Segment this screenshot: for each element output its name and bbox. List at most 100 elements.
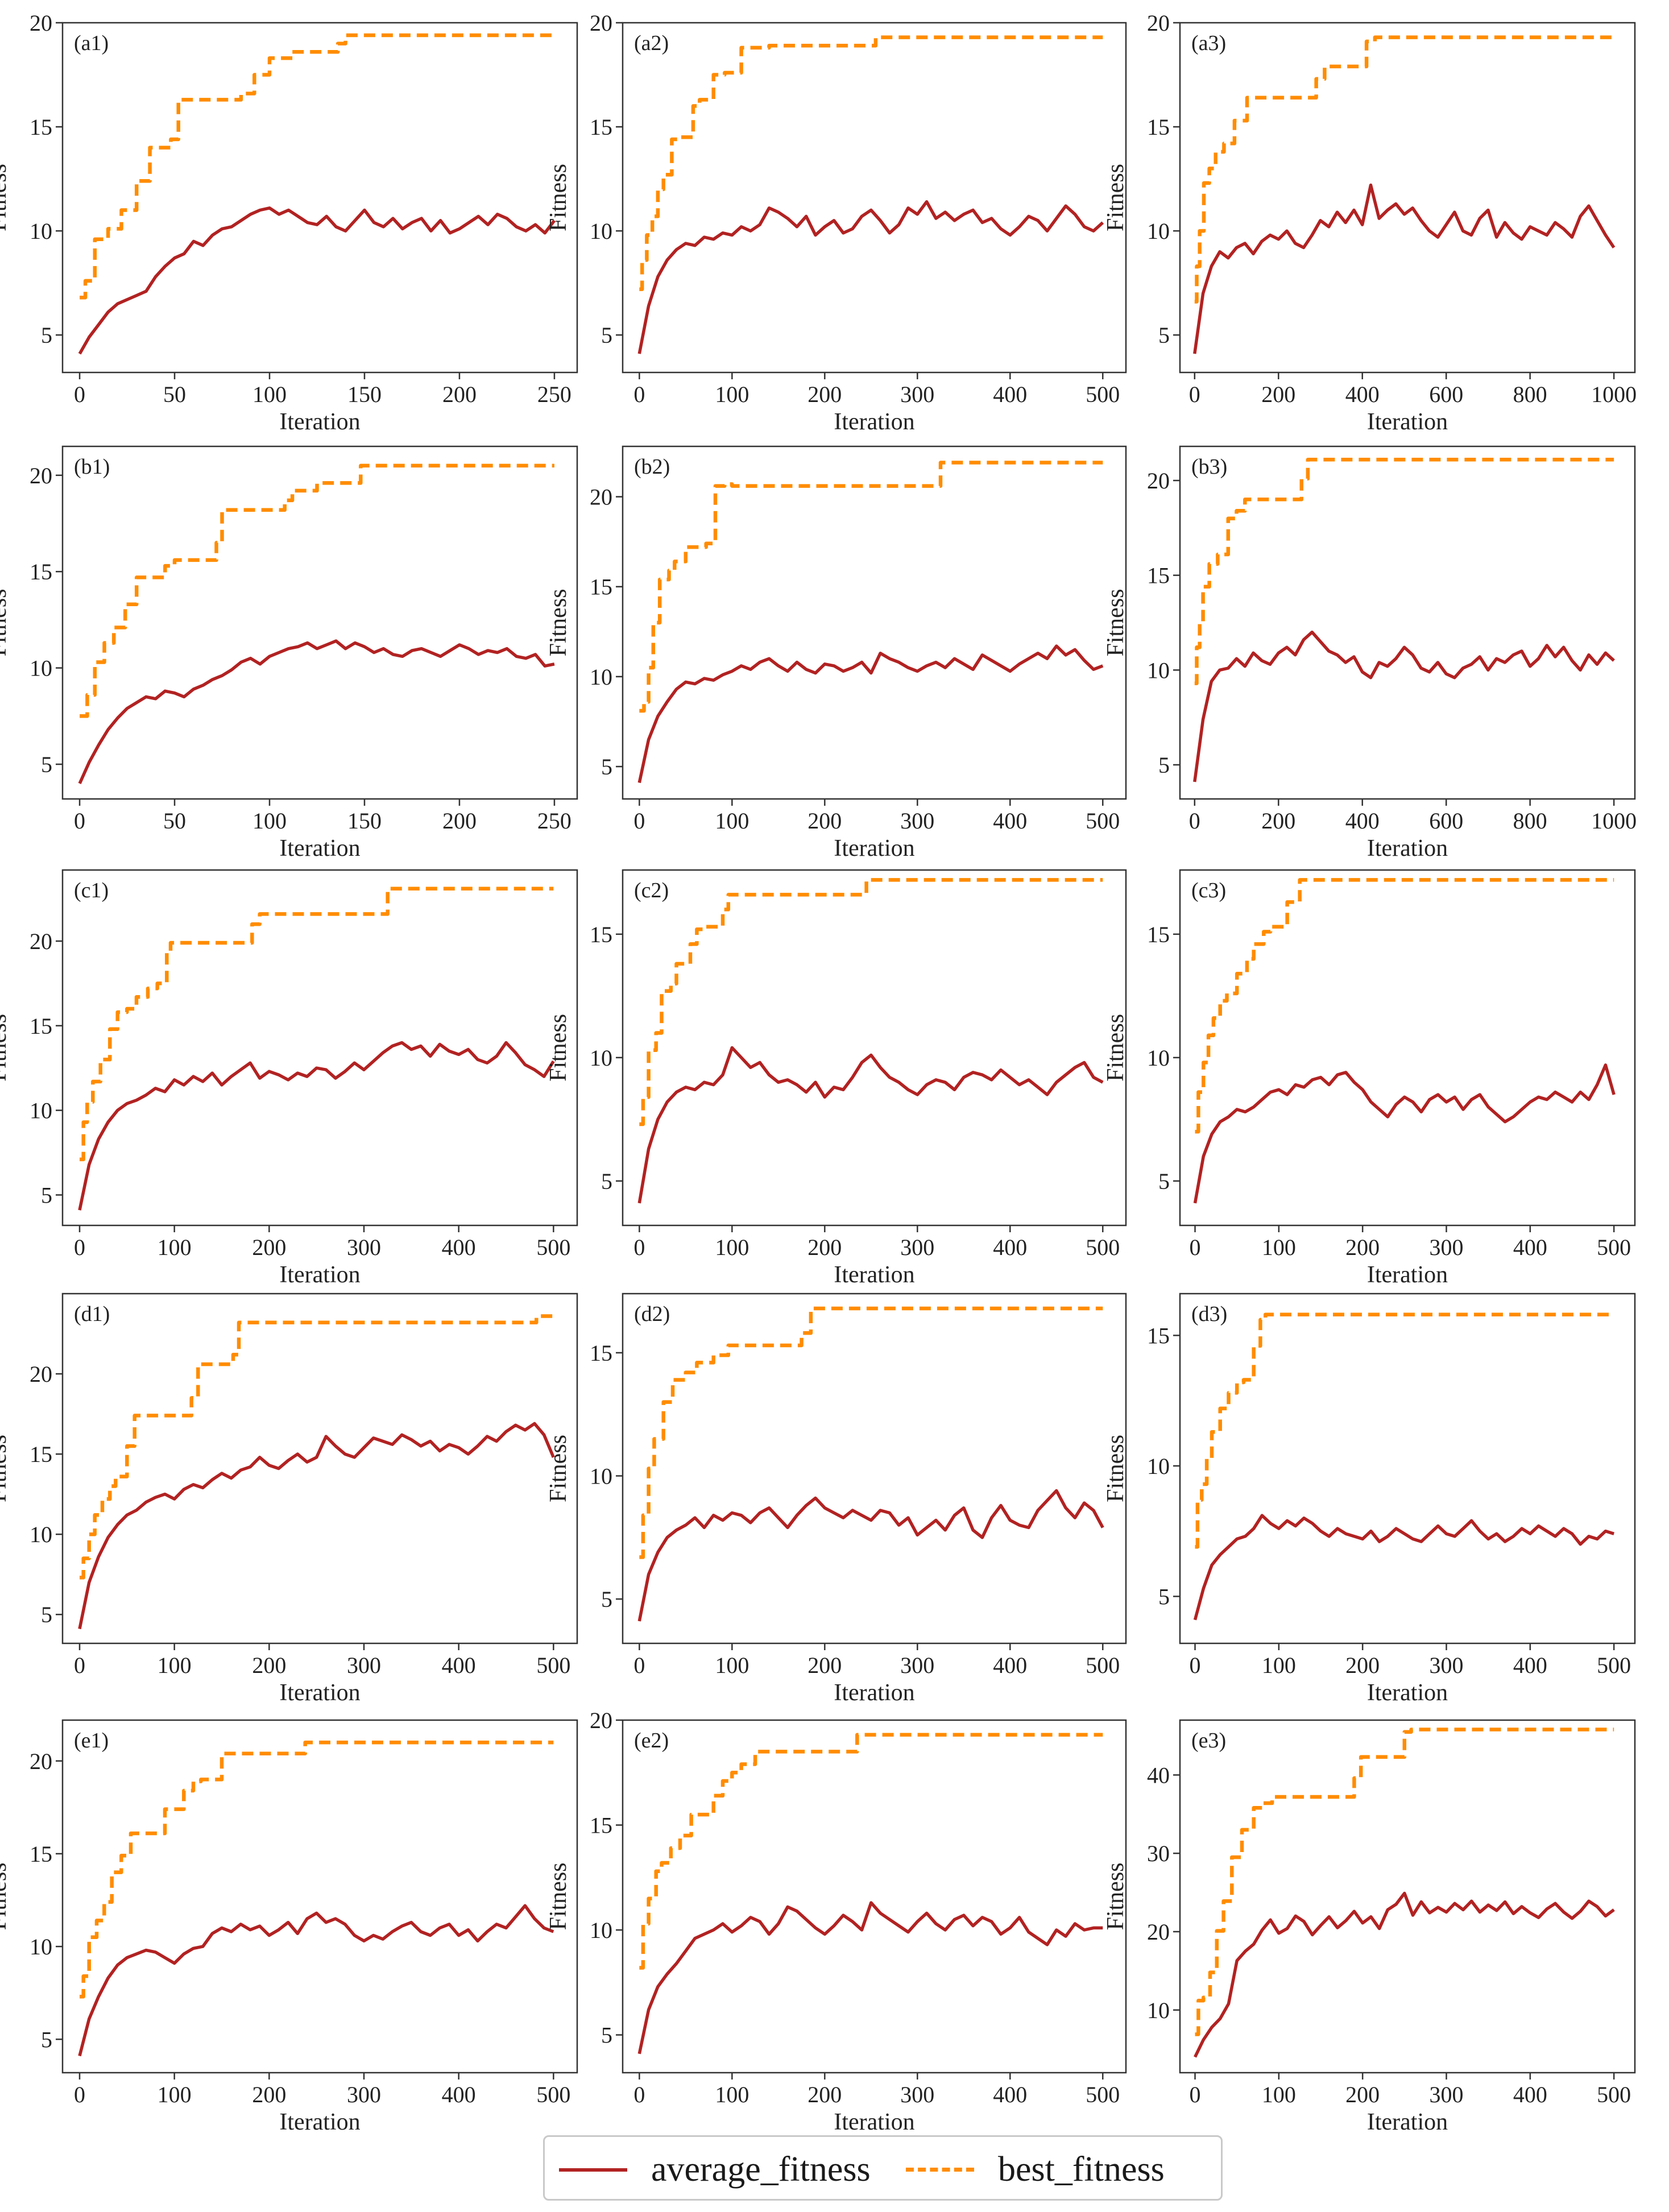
panel-tag: (a3) <box>1191 31 1226 55</box>
y-tick-label: 40 <box>1147 1762 1170 1788</box>
panel-tag: (e1) <box>74 1729 109 1753</box>
legend-swatch-best <box>906 2168 974 2172</box>
y-tick-label: 15 <box>590 922 612 947</box>
x-tick-label: 500 <box>1086 1652 1120 1678</box>
x-axis-label: Iteration <box>834 2109 914 2135</box>
y-tick-label: 15 <box>1147 563 1170 589</box>
x-tick-label: 600 <box>1429 808 1463 834</box>
y-axis-label: Fitness <box>545 1435 571 1502</box>
x-tick-label: 100 <box>715 2082 749 2107</box>
panel-d3: 0 100 200 300 400 500 5 10 15 Iteration Fitness (d3… <box>1103 1293 1636 1706</box>
series-average-fitness-line <box>637 1901 1103 2054</box>
legend-item-average: average_fitness <box>559 2137 871 2202</box>
y-tick-label: 5 <box>1158 1169 1170 1194</box>
x-tick-label: 100 <box>252 382 287 407</box>
x-tick-label: 300 <box>1430 1652 1464 1678</box>
panel-frame <box>61 22 578 374</box>
x-tick-label: 100 <box>1262 1235 1296 1260</box>
y-tick-label: 20 <box>1147 10 1170 36</box>
x-tick-label: 400 <box>993 808 1027 834</box>
y-tick-label: 5 <box>1158 752 1170 778</box>
x-axis-label: Iteration <box>279 835 360 861</box>
x-tick-label: 0 <box>74 808 85 834</box>
y-axis-label: Fitness <box>1103 589 1129 656</box>
x-tick-label: 200 <box>807 2082 842 2107</box>
y-tick-label: 10 <box>590 1917 612 1943</box>
x-tick-label: 100 <box>715 1652 749 1678</box>
y-tick-label: 10 <box>590 218 612 244</box>
panel-b1: 0 50 100 150 200 250 5 10 15 20 Iteration Fitness (b… <box>0 445 578 861</box>
y-tick-label: 15 <box>30 1841 52 1867</box>
y-tick-label: 5 <box>41 1602 52 1627</box>
series-average-fitness-line <box>78 206 556 355</box>
series-average-fitness-line <box>1193 630 1615 782</box>
panel-tag: (b2) <box>634 455 670 479</box>
y-tick-label: 10 <box>590 664 612 690</box>
panel-frame <box>622 1719 1127 2074</box>
x-tick-label: 50 <box>163 382 186 407</box>
series-best-fitness-line <box>639 35 1103 291</box>
x-tick-label: 0 <box>633 382 645 407</box>
x-tick-label: 500 <box>1086 2082 1120 2107</box>
x-tick-label: 100 <box>715 382 749 407</box>
y-tick-label: 15 <box>30 1013 52 1039</box>
y-tick-label: 15 <box>1147 922 1170 947</box>
x-tick-label: 500 <box>536 1652 570 1678</box>
x-tick-label: 200 <box>807 1652 842 1678</box>
x-tick-label: 800 <box>1513 382 1547 407</box>
x-tick-label: 150 <box>347 382 382 407</box>
series-best-fitness-line <box>1195 1728 1614 2036</box>
x-tick-label: 400 <box>442 2082 476 2107</box>
panel-tag: (d2) <box>634 1302 670 1326</box>
x-tick-label: 100 <box>1262 1652 1296 1678</box>
y-tick-label: 20 <box>30 1749 52 1774</box>
panel-frame <box>1179 1293 1636 1644</box>
panel-tag: (e3) <box>1191 1729 1226 1753</box>
panel-frame <box>1179 869 1636 1227</box>
panel-d2: 0 100 200 300 400 500 5 10 15 Iteration Fitness (d2… <box>545 1293 1127 1706</box>
legend-item-best: best_fitness <box>906 2137 1165 2202</box>
y-tick-label: 20 <box>590 10 612 36</box>
series-average-fitness-line <box>1193 1063 1616 1204</box>
x-tick-label: 300 <box>900 808 934 834</box>
y-axis-label: Fitness <box>0 1014 11 1082</box>
series-average-fitness-line <box>78 1041 555 1211</box>
x-tick-label: 400 <box>1513 1235 1547 1260</box>
x-tick-label: 0 <box>1190 1235 1201 1260</box>
series-best-fitness-line <box>639 878 1103 1126</box>
y-axis-label: Fitness <box>0 1435 11 1502</box>
x-tick-label: 400 <box>993 1652 1027 1678</box>
x-axis-label: Iteration <box>1367 2109 1448 2135</box>
x-tick-label: 500 <box>536 2082 570 2107</box>
panel-tag: (d1) <box>74 1302 110 1326</box>
x-tick-label: 200 <box>1345 1652 1380 1678</box>
x-tick-label: 0 <box>1190 2082 1201 2107</box>
y-axis-label: Fitness <box>545 1862 571 1930</box>
x-tick-label: 200 <box>442 382 477 407</box>
panel-frame <box>622 445 1127 800</box>
x-tick-label: 100 <box>715 1235 749 1260</box>
y-axis-label: Fitness <box>0 589 11 656</box>
y-tick-label: 15 <box>1147 1323 1170 1348</box>
x-tick-label: 100 <box>158 1652 192 1678</box>
legend-label-best: best_fitness <box>998 2150 1165 2189</box>
x-tick-label: 0 <box>74 382 85 407</box>
x-tick-label: 200 <box>252 1652 286 1678</box>
x-axis-label: Iteration <box>1367 409 1448 435</box>
panel-e3: 0 100 200 300 400 500 10 20 30 40 Iteration Fitness… <box>1103 1719 1636 2135</box>
series-average-fitness-line <box>637 644 1104 784</box>
x-axis-label: Iteration <box>279 1680 360 1706</box>
y-tick-label: 10 <box>30 656 52 681</box>
y-axis-label: Fitness <box>545 589 571 656</box>
y-tick-label: 10 <box>590 1045 612 1071</box>
x-tick-label: 400 <box>993 2082 1027 2107</box>
x-axis-label: Iteration <box>279 409 360 435</box>
y-tick-label: 20 <box>30 10 52 36</box>
y-axis-label: Fitness <box>1103 1435 1129 1502</box>
x-tick-label: 200 <box>1261 382 1295 407</box>
panel-b3: 0 200 400 600 800 1000 5 10 15 20 Iteration Fitness… <box>1103 445 1637 861</box>
series-average-fitness-line <box>1193 1514 1615 1621</box>
panel-tag: (c2) <box>634 879 669 902</box>
panel-b2: 0 100 200 300 400 500 5 10 15 20 Iteration Fitness (… <box>545 445 1127 861</box>
y-tick-label: 10 <box>590 1463 612 1489</box>
